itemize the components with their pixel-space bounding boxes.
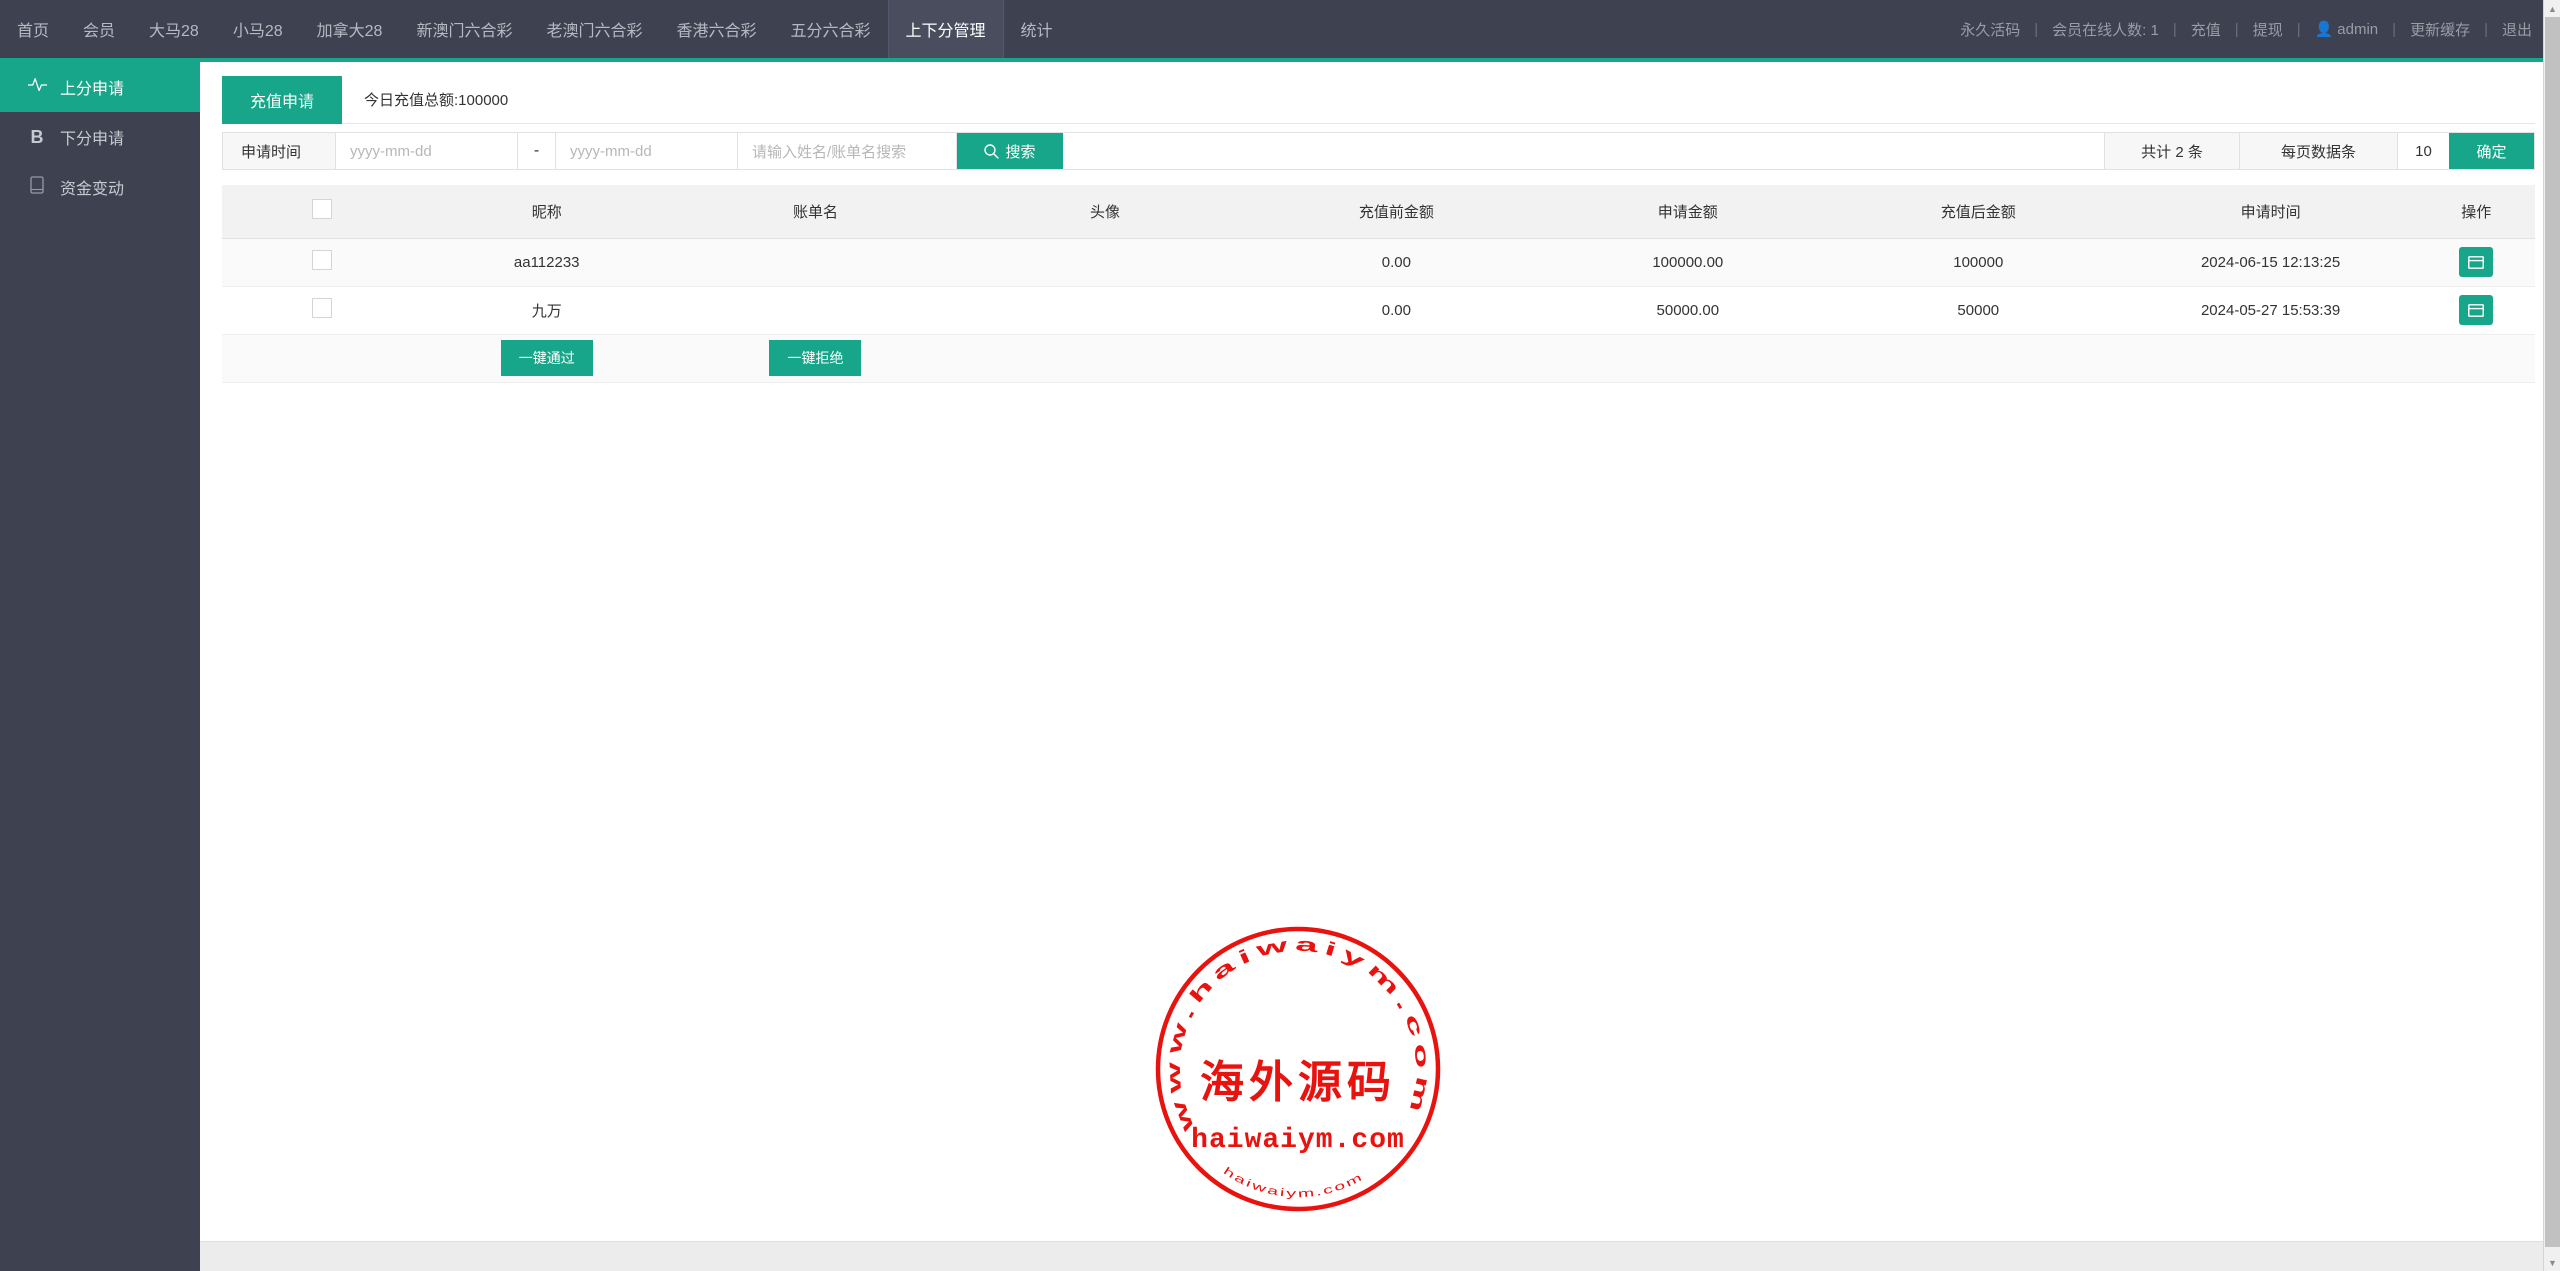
- svg-text:海外源码: 海外源码: [1200, 1058, 1396, 1107]
- svg-text:haiwaiym.com: haiwaiym.com: [1191, 1125, 1405, 1156]
- svg-text:haiwaiym.com: haiwaiym.com: [1221, 1165, 1366, 1200]
